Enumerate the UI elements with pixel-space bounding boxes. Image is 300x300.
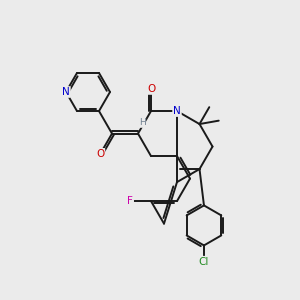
Text: N: N: [62, 87, 70, 97]
Text: Cl: Cl: [199, 257, 209, 267]
Text: N: N: [173, 106, 181, 116]
Text: F: F: [127, 196, 133, 206]
Text: H: H: [139, 118, 145, 127]
Text: O: O: [96, 149, 104, 159]
Text: O: O: [147, 84, 155, 94]
